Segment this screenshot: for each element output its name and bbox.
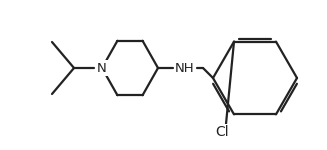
- Text: N: N: [97, 61, 107, 75]
- Text: NH: NH: [175, 61, 195, 75]
- Text: Cl: Cl: [215, 125, 229, 139]
